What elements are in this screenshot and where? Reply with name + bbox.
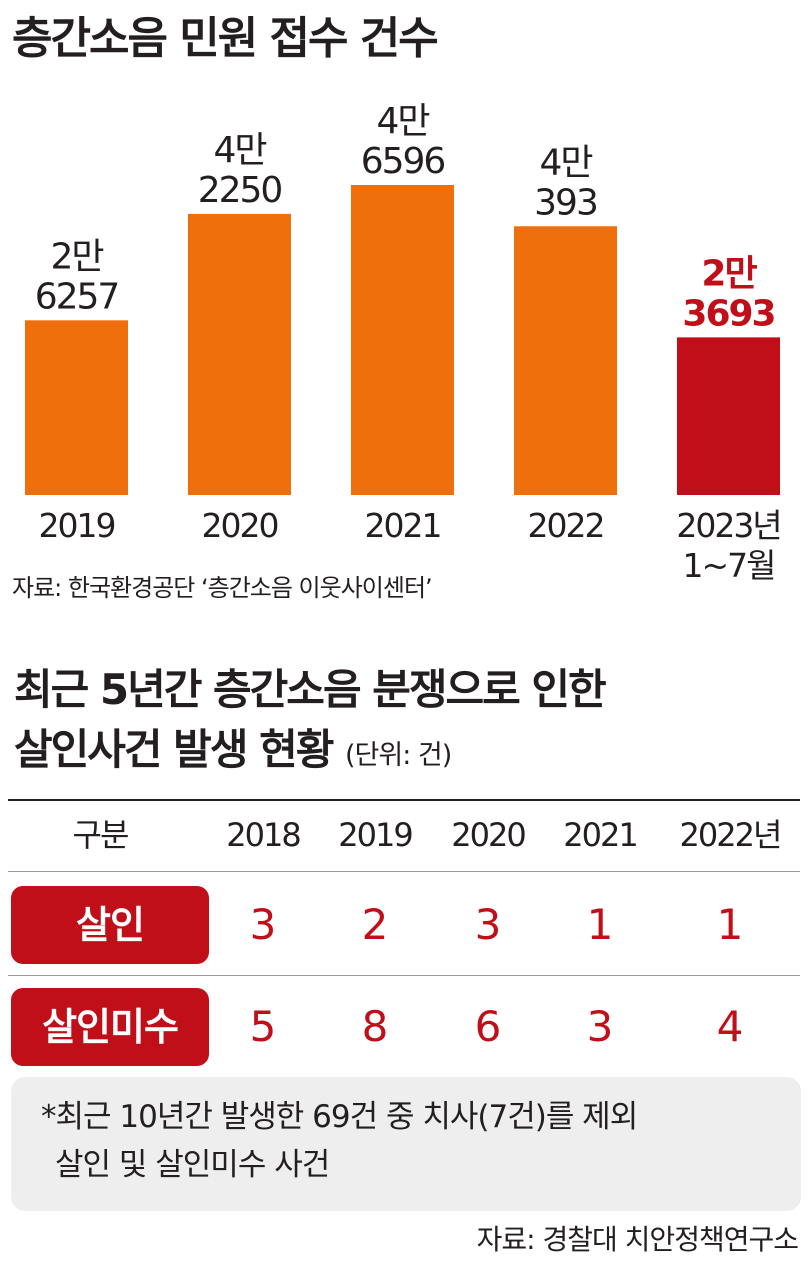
table-title-line2: 살인사건 발생 현황 (단위: 건)	[14, 720, 605, 786]
table-row-rule	[8, 975, 800, 976]
bar-value-label-3: 4만 6596	[361, 101, 445, 182]
category-label-5: 2023년 1~7월	[676, 506, 780, 585]
bar-value-label-4: 4만 393	[534, 142, 597, 223]
footnote-line1: *최근 10년간 발생한 69건 중 치사(7건)를 제외	[41, 1099, 638, 1135]
table-header-2022: 2022년	[679, 816, 783, 854]
table-header-category: 구분	[72, 816, 130, 854]
category-label-1: 2019	[39, 506, 115, 545]
category-label-4: 2022	[528, 506, 604, 545]
footnote-line2: 살인 및 살인미수 사건	[55, 1147, 330, 1183]
table-unit: (단위: 건)	[345, 740, 452, 771]
attempted-murder-2020: 6	[474, 1002, 502, 1051]
category-label-3: 2021	[365, 506, 441, 545]
row-label-attempted-murder: 살인미수	[11, 988, 209, 1066]
attempted-murder-2019: 8	[361, 1002, 389, 1051]
bar-4	[514, 226, 617, 495]
chart-title: 층간소음 민원 접수 건수	[12, 13, 439, 64]
bar-value-label-1: 2만 6257	[35, 236, 119, 317]
chart-source: 자료: 한국환경공단 ‘층간소음 이웃사이센터’	[12, 574, 433, 602]
table-title-line2-text: 살인사건 발생 현황	[14, 725, 334, 774]
table-top-rule	[8, 799, 800, 801]
table-title: 최근 5년간 층간소음 분쟁으로 인한 살인사건 발생 현황 (단위: 건)	[14, 660, 607, 786]
bar-1	[25, 320, 128, 495]
table-header-2019: 2019	[338, 816, 413, 854]
table-header-2018: 2018	[226, 816, 301, 854]
category-label-2: 2020	[202, 506, 278, 545]
bar-2	[188, 213, 291, 495]
murder-2019: 2	[361, 900, 389, 949]
bar-value-label-5: 2만 3693	[682, 253, 774, 334]
bar-value-label-2: 4만 2250	[198, 130, 282, 211]
bar-5	[677, 337, 780, 495]
murder-2020: 3	[474, 900, 502, 949]
murder-2021: 1	[586, 900, 614, 949]
murder-2018: 3	[249, 900, 277, 949]
attempted-murder-2022: 4	[716, 1002, 744, 1051]
table-title-line1: 최근 5년간 층간소음 분쟁으로 인한	[14, 665, 607, 714]
table-header-2021: 2021	[563, 816, 638, 854]
row-label-murder: 살인	[11, 886, 209, 964]
table-header-rule	[8, 871, 800, 872]
bar-chart: 2만 6257 2019 4만 2250 2020 4만 6596 2021 4만 393 2022 2…	[25, 101, 783, 585]
attempted-murder-2018: 5	[249, 1002, 277, 1051]
attempted-murder-2021: 3	[586, 1002, 614, 1051]
table-source: 자료: 경찰대 치안정책연구소	[476, 1223, 799, 1256]
table-header-2020: 2020	[451, 816, 526, 854]
bar-3	[351, 185, 454, 495]
murder-2022: 1	[716, 900, 744, 949]
footnote: *최근 10년간 발생한 69건 중 치사(7건)를 제외 살인 및 살인미수 …	[11, 1077, 801, 1211]
